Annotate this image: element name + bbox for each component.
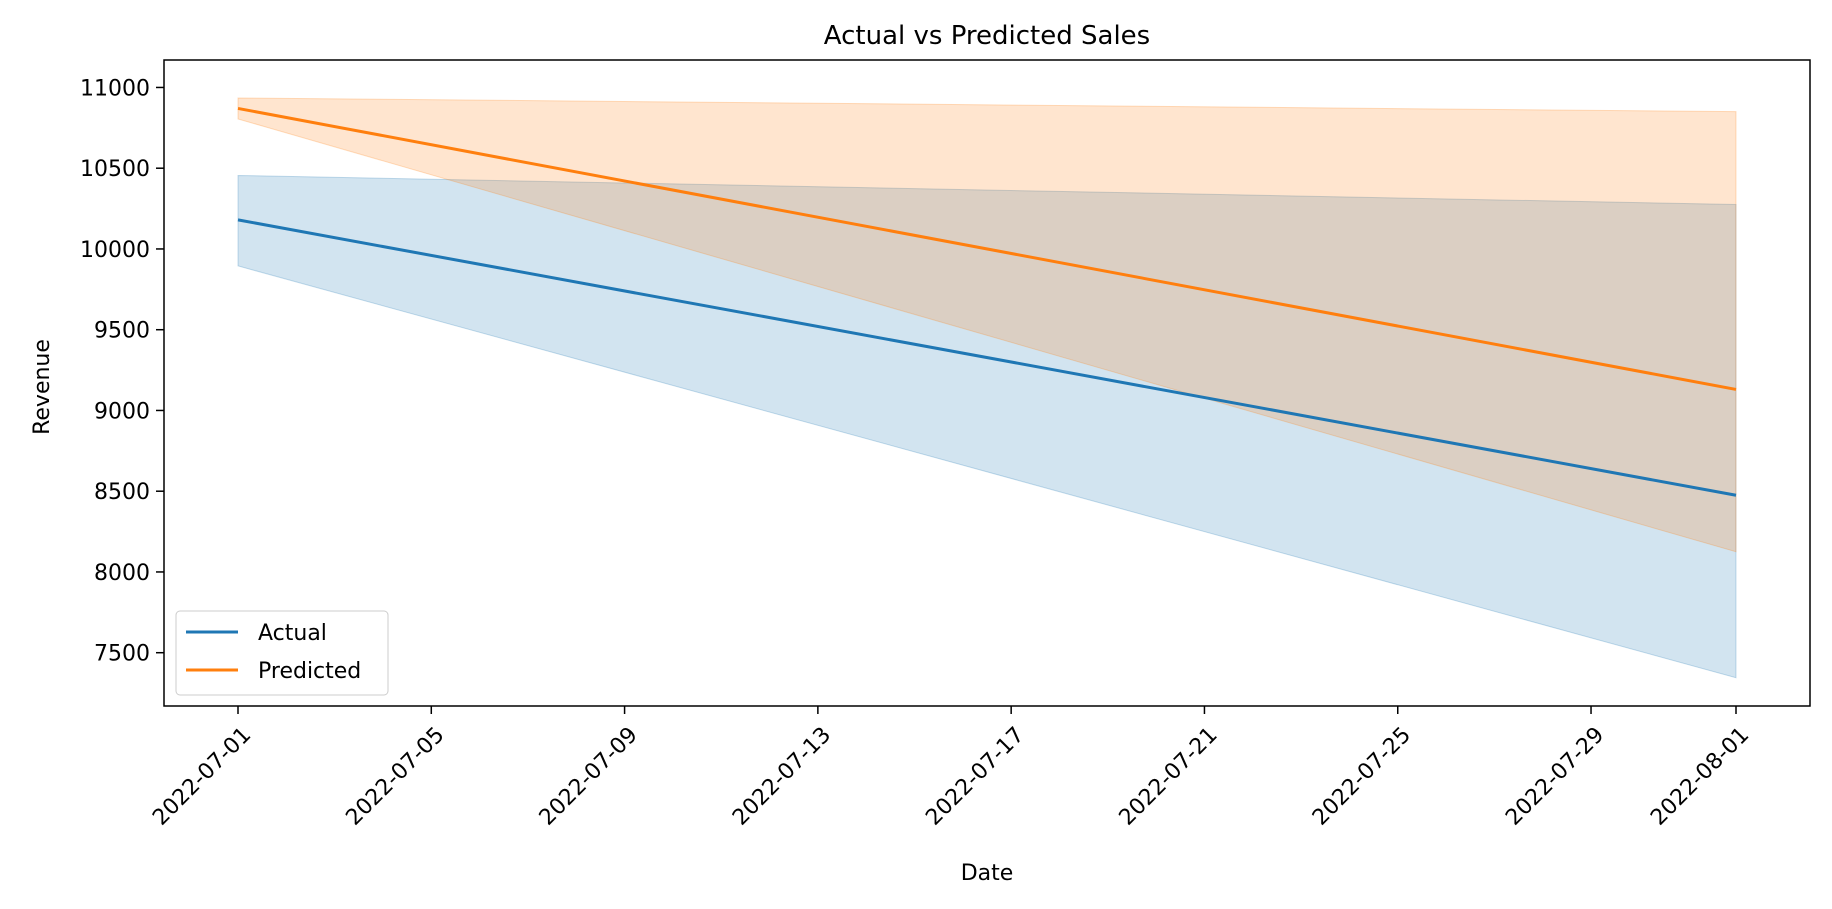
y-tick-label: 10500 xyxy=(80,157,150,182)
series-line-actual xyxy=(237,218,1737,497)
band-predicted xyxy=(237,97,1737,553)
x-axis-label: Date xyxy=(961,861,1014,886)
x-tick-label: 2022-07-21 xyxy=(1115,723,1223,831)
plot-area-frame xyxy=(163,59,1811,707)
series-lines xyxy=(237,106,1737,497)
x-tick-label: 2022-07-17 xyxy=(921,723,1029,831)
x-tick-label: 2022-07-25 xyxy=(1308,723,1416,831)
x-tick-label: 2022-07-05 xyxy=(341,723,449,831)
legend-label-predicted: Predicted xyxy=(258,659,361,684)
x-tick-label: 2022-08-01 xyxy=(1646,723,1754,831)
y-tick-label: 10000 xyxy=(80,238,150,263)
x-tick-label: 2022-07-01 xyxy=(148,723,256,831)
confidence-bands xyxy=(237,97,1737,679)
y-tick-label: 7500 xyxy=(94,642,150,667)
y-tick-label: 8500 xyxy=(94,480,150,505)
y-tick-label: 8000 xyxy=(94,561,150,586)
legend: Actual Predicted xyxy=(175,610,389,696)
y-axis: 7500 8000 8500 9000 9500 10000 10500 11000 xyxy=(80,76,164,667)
y-tick-label: 9000 xyxy=(94,399,150,424)
x-tick-label: 2022-07-29 xyxy=(1501,723,1609,831)
legend-label-actual: Actual xyxy=(258,621,327,646)
y-tick-label: 9500 xyxy=(94,319,150,344)
y-tick-label: 11000 xyxy=(80,76,150,101)
x-tick-label: 2022-07-09 xyxy=(535,723,643,831)
band-actual xyxy=(237,174,1737,679)
series-line-predicted xyxy=(237,106,1737,391)
chart-title: Actual vs Predicted Sales xyxy=(824,21,1150,51)
x-tick-label: 2022-07-13 xyxy=(728,723,836,831)
y-axis-label: Revenue xyxy=(30,339,55,435)
x-axis: 2022-07-01 2022-07-05 2022-07-09 2022-07-13… xyxy=(148,706,1754,831)
